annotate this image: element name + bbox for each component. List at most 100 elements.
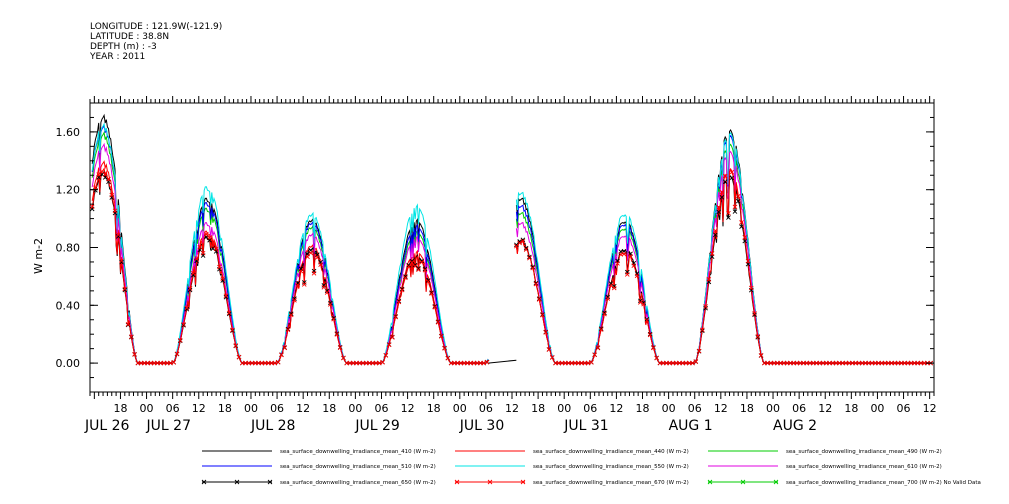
marker-670	[700, 327, 705, 333]
marker-670	[442, 346, 447, 351]
x-tick-label: 18	[322, 402, 336, 415]
marker-670	[592, 352, 597, 358]
marker-670	[230, 327, 235, 333]
marker-650	[703, 305, 708, 311]
x-tick-label: 00	[348, 402, 362, 415]
marker-650	[416, 266, 421, 271]
x-tick-label: 18	[636, 402, 650, 415]
marker-650	[739, 224, 744, 229]
year-label: YEAR : 2011	[90, 52, 146, 62]
marker-650	[399, 286, 405, 292]
marker-670	[383, 353, 389, 358]
marker-670	[523, 247, 529, 252]
marker-670	[536, 297, 542, 302]
x-tick-label: 12	[609, 402, 623, 415]
marker-650	[226, 311, 232, 317]
x-tick-label: 00	[870, 402, 884, 415]
marker-650	[220, 278, 226, 283]
marker-650	[122, 287, 128, 293]
legend-label-550: sea_surface_downwelling_irradiance_mean_…	[533, 464, 689, 470]
marker-670	[549, 355, 555, 360]
x-tick-label: 18	[427, 402, 441, 415]
marker-670	[621, 251, 627, 257]
y-tick-label: 0.80	[56, 242, 81, 255]
marker-650	[536, 296, 542, 302]
marker-670	[125, 322, 131, 327]
marker-670	[223, 293, 229, 298]
x-tick-label: 12	[505, 402, 519, 415]
marker-670	[530, 265, 535, 271]
marker-650	[396, 298, 402, 304]
legend-label-510: sea_surface_downwelling_irradiance_mean_…	[280, 464, 436, 470]
marker-650	[605, 294, 611, 300]
marker-670	[412, 263, 418, 269]
marker-670	[406, 264, 411, 269]
legend-label-700: sea_surface_downwelling_irradiance_mean_…	[786, 480, 981, 486]
depth-label: DEPTH (m) : -3	[90, 42, 157, 52]
marker-670	[341, 355, 346, 361]
marker-670	[631, 263, 637, 268]
x-date-label: JUL 30	[459, 418, 504, 434]
legend-marker-670	[454, 479, 460, 485]
marker-670	[132, 352, 137, 357]
marker-670	[595, 345, 601, 351]
x-date-label: JUL 29	[354, 418, 399, 434]
x-tick-label: 06	[166, 402, 180, 415]
marker-650	[119, 259, 124, 265]
marker-670	[481, 360, 487, 366]
marker-670	[119, 258, 124, 264]
marker-670	[435, 319, 441, 325]
marker-670	[585, 360, 591, 366]
legend-marker-670	[520, 479, 526, 485]
marker-670	[207, 235, 212, 240]
marker-670	[520, 238, 526, 244]
marker-650	[647, 331, 653, 337]
marker-670	[628, 254, 633, 259]
x-date-label: JUL 26	[84, 418, 130, 434]
marker-650	[321, 283, 327, 288]
marker-650	[429, 290, 434, 295]
marker-670	[638, 300, 643, 305]
marker-670	[181, 322, 186, 327]
marker-670	[739, 220, 744, 225]
marker-670	[615, 261, 620, 266]
marker-670	[129, 334, 134, 340]
marker-670	[745, 258, 751, 264]
marker-670	[217, 264, 222, 270]
marker-670	[197, 244, 203, 250]
marker-670	[220, 276, 226, 281]
marker-670	[693, 359, 699, 364]
marker-670	[184, 305, 190, 311]
series-markers	[89, 169, 934, 366]
marker-650	[755, 334, 761, 340]
marker-670	[102, 172, 108, 177]
marker-670	[429, 291, 434, 296]
marker-670	[308, 250, 314, 256]
x-tick-label: 18	[531, 402, 545, 415]
marker-670	[742, 234, 748, 240]
marker-670	[634, 273, 640, 279]
marker-650	[598, 326, 604, 332]
marker-670	[174, 351, 180, 357]
marker-670	[233, 343, 239, 348]
marker-670	[106, 176, 111, 182]
marker-670	[191, 270, 196, 276]
marker-670	[213, 246, 219, 252]
longitude-label: LONGITUDE : 121.9W(-121.9)	[90, 22, 223, 32]
marker-670	[171, 359, 177, 365]
marker-670	[386, 342, 392, 348]
marker-650	[729, 175, 735, 181]
marker-650	[292, 296, 297, 302]
marker-670	[533, 281, 539, 287]
marker-670	[713, 228, 718, 234]
marker-650	[530, 264, 535, 270]
marker-670	[282, 345, 288, 351]
marker-670	[376, 360, 382, 366]
marker-650	[223, 294, 229, 300]
marker-670	[422, 267, 428, 273]
legend-marker-700	[707, 479, 713, 485]
x-date-label: JUL 27	[146, 418, 191, 434]
x-tick-label: 12	[296, 402, 310, 415]
y-tick-label: 0.00	[56, 357, 81, 370]
legend-label-670: sea_surface_downwelling_irradiance_mean_…	[533, 480, 689, 486]
